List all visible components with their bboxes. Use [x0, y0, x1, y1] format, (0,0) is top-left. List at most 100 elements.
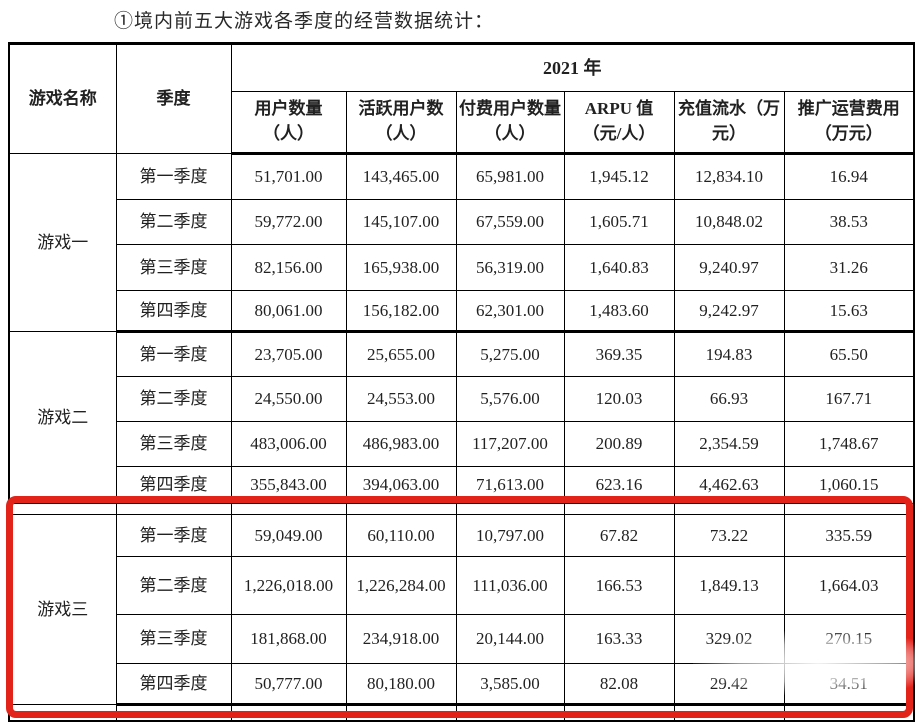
- header-game-name: 游戏名称: [8, 43, 117, 154]
- table-row: 第四季度 50,777.00 80,180.00 3,585.00 82.08 …: [9, 663, 915, 706]
- cell-promo-expense: 1,748.67: [783, 421, 915, 467]
- cell-paying-users: 62,301.00: [455, 290, 565, 333]
- table-row: 游戏一 第一季度 51,701.00 143,465.00 65,981.00 …: [8, 153, 915, 332]
- header-row-metrics: 用户数量（人） 活跃用户数（人） 付费用户数量（人） ARPU 值（元/人） 充…: [9, 91, 915, 155]
- cell-recharge-flow: 9,242.97: [673, 290, 785, 333]
- cell-arpu: 200.89: [563, 421, 675, 467]
- cell-recharge-flow: 329.02: [673, 614, 785, 664]
- cell-recharge-flow: 29.42: [673, 663, 785, 706]
- quarter-cell: 第一季度: [115, 331, 232, 377]
- cell-arpu: 1,483.60: [563, 290, 675, 333]
- cell-promo-expense: 167.71: [783, 376, 915, 422]
- cell-user-count: 24,550.00: [230, 376, 347, 422]
- cell-paying-users: 67,559.00: [455, 199, 565, 245]
- cell-recharge-flow: 66.93: [673, 376, 785, 422]
- table-seam-row: [8, 503, 915, 515]
- cell-recharge-flow: 4,462.63: [673, 466, 785, 504]
- header-recharge-flow: 充值流水（万元）: [673, 91, 785, 155]
- cell-paying-users: 5,576.00: [455, 376, 565, 422]
- quarter-cell: 第三季度: [115, 244, 232, 291]
- cell-promo-expense: 1,664.03: [783, 556, 915, 615]
- table-partial-row: [8, 704, 915, 721]
- cell-active-users: 24,553.00: [345, 376, 457, 422]
- header-row-year: 游戏名称 季度 2021 年: [8, 43, 915, 154]
- header-user-count: 用户数量（人）: [230, 91, 347, 155]
- table-row: 第四季度 355,843.00 394,063.00 71,613.00 623…: [9, 466, 915, 504]
- cell-user-count: 51,701.00: [230, 153, 347, 200]
- game-quarterly-data-table: 游戏名称 季度 2021 年 用户数量（人） 活跃用户数（人） 付费用户数量（人…: [8, 42, 916, 722]
- cell-recharge-flow: 9,240.97: [673, 244, 785, 291]
- quarter-cell: 第三季度: [115, 614, 232, 664]
- cell-arpu: 1,640.83: [563, 244, 675, 291]
- cell-user-count: 23,705.00: [230, 331, 347, 377]
- cell-recharge-flow: 194.83: [673, 331, 785, 377]
- table-row: 第三季度 181,868.00 234,918.00 20,144.00 163…: [9, 614, 915, 664]
- cell-active-users: 394,063.00: [345, 466, 457, 504]
- cell-active-users: 486,983.00: [345, 421, 457, 467]
- cell-paying-users: 65,981.00: [455, 153, 565, 200]
- game-name-cell: 游戏二: [8, 331, 117, 504]
- cell-active-users: 143,465.00: [345, 153, 457, 200]
- header-promo-expense: 推广运营费用（万元）: [783, 91, 915, 155]
- cell-promo-expense: 270.15: [783, 614, 915, 664]
- cell-active-users: 60,110.00: [345, 514, 457, 557]
- cell-active-users: 156,182.00: [345, 290, 457, 333]
- header-quarter: 季度: [115, 43, 232, 154]
- quarter-cell: 第二季度: [115, 199, 232, 245]
- header-year: 2021 年: [230, 43, 915, 92]
- cell-promo-expense: 31.26: [783, 244, 915, 291]
- cell-paying-users: 5,275.00: [455, 331, 565, 377]
- cell-arpu: 369.35: [563, 331, 675, 377]
- quarter-cell: 第二季度: [115, 556, 232, 615]
- cell-recharge-flow: 12,834.10: [673, 153, 785, 200]
- section-title: ①境内前五大游戏各季度的经营数据统计：: [114, 11, 495, 32]
- cell-active-users: 234,918.00: [345, 614, 457, 664]
- cell-arpu: 67.82: [563, 514, 675, 557]
- table-row: 第二季度 59,772.00 145,107.00 67,559.00 1,60…: [9, 199, 915, 245]
- table-row: 游戏三 第一季度 59,049.00 60,110.00 10,797.00 6…: [8, 514, 915, 705]
- cell-user-count: 80,061.00: [230, 290, 347, 333]
- cell-user-count: 50,777.00: [230, 663, 347, 706]
- cell-paying-users: 3,585.00: [455, 663, 565, 706]
- quarter-cell: 第三季度: [115, 421, 232, 467]
- cell-active-users: 25,655.00: [345, 331, 457, 377]
- cell-arpu: 166.53: [563, 556, 675, 615]
- game-name-cell: 游戏一: [8, 153, 117, 332]
- quarter-cell: 第一季度: [115, 153, 232, 200]
- table-row: 第三季度 483,006.00 486,983.00 117,207.00 20…: [9, 421, 915, 467]
- cell-arpu: 163.33: [563, 614, 675, 664]
- cell-promo-expense: 65.50: [783, 331, 915, 377]
- cell-promo-expense: 1,060.15: [783, 466, 915, 504]
- cell-paying-users: 10,797.00: [455, 514, 565, 557]
- table-row: 第二季度 1,226,018.00 1,226,284.00 111,036.0…: [9, 556, 915, 615]
- cell-arpu: 1,605.71: [563, 199, 675, 245]
- cell-arpu: 120.03: [563, 376, 675, 422]
- cell-paying-users: 117,207.00: [455, 421, 565, 467]
- cell-paying-users: 71,613.00: [455, 466, 565, 504]
- cell-recharge-flow: 1,849.13: [673, 556, 785, 615]
- cell-paying-users: 56,319.00: [455, 244, 565, 291]
- cell-user-count: 59,772.00: [230, 199, 347, 245]
- cell-arpu: 623.16: [563, 466, 675, 504]
- header-active-users: 活跃用户数（人）: [345, 91, 457, 155]
- quarter-cell: 第二季度: [115, 376, 232, 422]
- cell-user-count: 355,843.00: [230, 466, 347, 504]
- cell-paying-users: 111,036.00: [455, 556, 565, 615]
- cell-promo-expense: 38.53: [783, 199, 915, 245]
- cell-promo-expense: 34.51: [783, 663, 915, 706]
- cell-promo-expense: 16.94: [783, 153, 915, 200]
- cell-recharge-flow: 10,848.02: [673, 199, 785, 245]
- cell-active-users: 145,107.00: [345, 199, 457, 245]
- cell-user-count: 59,049.00: [230, 514, 347, 557]
- cell-user-count: 82,156.00: [230, 244, 347, 291]
- cell-active-users: 165,938.00: [345, 244, 457, 291]
- quarter-cell: 第一季度: [115, 514, 232, 557]
- quarter-cell: 第四季度: [115, 466, 232, 504]
- cell-arpu: 1,945.12: [563, 153, 675, 200]
- quarter-cell: 第四季度: [115, 663, 232, 706]
- game-name-cell: 游戏三: [8, 514, 117, 705]
- table-row: 第四季度 80,061.00 156,182.00 62,301.00 1,48…: [9, 290, 915, 333]
- table-row: 第二季度 24,550.00 24,553.00 5,576.00 120.03…: [9, 376, 915, 422]
- table-row: 第三季度 82,156.00 165,938.00 56,319.00 1,64…: [9, 244, 915, 291]
